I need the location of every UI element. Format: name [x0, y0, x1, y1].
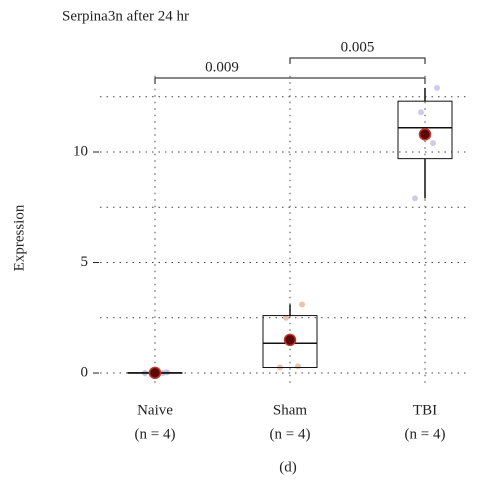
x-tick-label: Naive: [137, 402, 173, 418]
x-tick-label: Sham: [273, 402, 308, 418]
chart-title: Serpina3n after 24 hr: [62, 8, 189, 24]
group-size: (n = 4): [270, 426, 311, 442]
y-tick-label: 5: [81, 254, 89, 270]
y-axis-label: Expression: [11, 204, 27, 271]
x-tick-label: TBI: [413, 402, 437, 418]
data-point: [283, 314, 289, 321]
caption: (d): [279, 459, 297, 475]
data-point: [299, 301, 305, 308]
y-tick-label: 0: [81, 364, 89, 380]
group-size: (n = 4): [135, 426, 176, 442]
p-value: 0.005: [341, 39, 375, 55]
box: [397, 100, 453, 160]
group-size: (n = 4): [405, 426, 446, 442]
significance-bracket: [154, 77, 426, 84]
mean: [283, 333, 297, 347]
data-point: [434, 84, 440, 91]
data-point: [430, 140, 436, 147]
p-value: 0.009: [205, 59, 239, 75]
data-point: [295, 363, 301, 370]
mean: [418, 128, 432, 141]
significance-bracket: [289, 57, 426, 64]
box: [262, 315, 318, 369]
data-point: [412, 195, 418, 202]
mean: [148, 366, 162, 380]
data-point: [418, 109, 424, 116]
y-tick-label: 10: [73, 143, 88, 159]
